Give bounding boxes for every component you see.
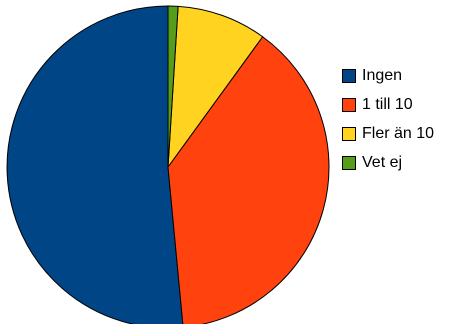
- legend-label-1-till-10: 1 till 10: [362, 96, 413, 113]
- pie-slice-1-till-10: [167, 36, 330, 324]
- pie-slice-fler-an-10: [167, 5, 264, 168]
- pie-slice-vet-ej: [167, 5, 179, 168]
- legend-item-fler-an-10: Fler än 10: [342, 124, 434, 144]
- legend-swatch-vet-ej: [342, 156, 356, 170]
- chart-legend: Ingen 1 till 10 Fler än 10 Vet ej: [342, 66, 434, 173]
- legend-label-ingen: Ingen: [362, 67, 403, 84]
- legend-swatch-fler-an-10: [342, 127, 356, 141]
- legend-item-1-till-10: 1 till 10: [342, 95, 434, 115]
- pie-slice-ingen: [6, 5, 184, 324]
- legend-swatch-ingen: [342, 69, 356, 83]
- legend-item-vet-ej: Vet ej: [342, 153, 434, 173]
- legend-swatch-1-till-10: [342, 98, 356, 112]
- legend-label-vet-ej: Vet ej: [362, 154, 403, 171]
- legend-label-fler-an-10: Fler än 10: [362, 125, 435, 142]
- legend-item-ingen: Ingen: [342, 66, 434, 86]
- pie-slices-group: [6, 5, 330, 324]
